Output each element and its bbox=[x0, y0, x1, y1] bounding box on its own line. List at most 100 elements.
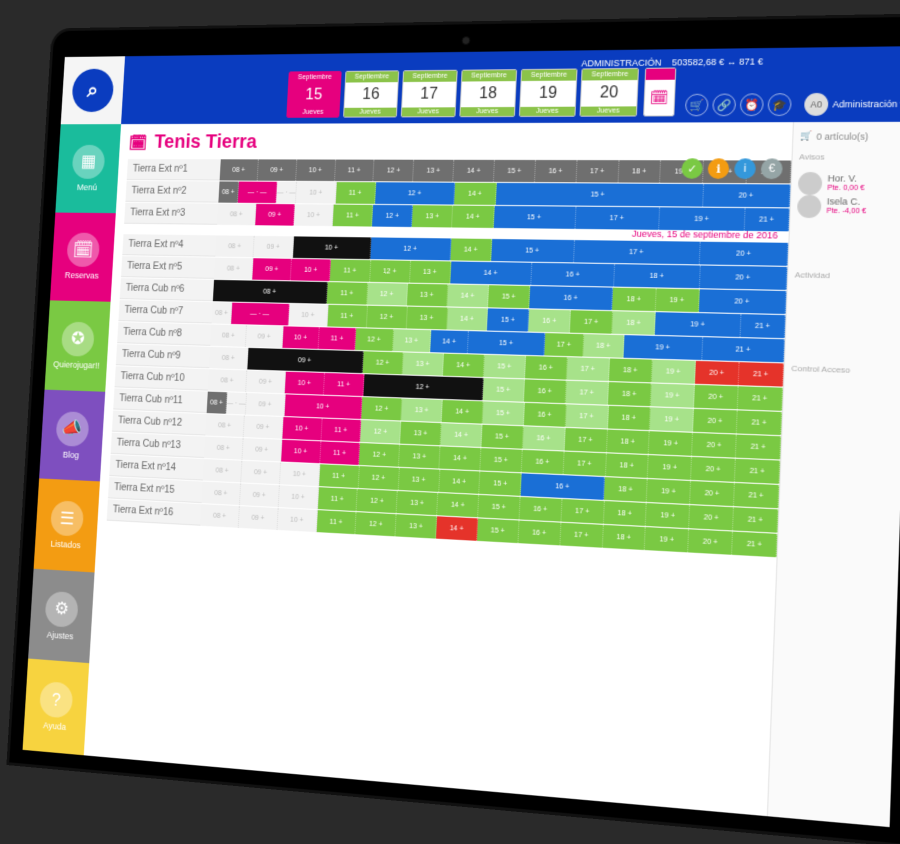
timeslot[interactable]: 21 + bbox=[736, 435, 781, 460]
timeslot[interactable]: 08 + bbox=[200, 504, 239, 528]
topbar-icon-0[interactable]: 🛒 bbox=[685, 94, 709, 117]
timeslot[interactable]: 14 + bbox=[442, 400, 484, 424]
timeslot[interactable]: 15 + bbox=[494, 160, 536, 182]
timeslot[interactable]: 10 + bbox=[281, 440, 321, 464]
timeslot[interactable]: 15 + bbox=[478, 495, 520, 520]
timeslot[interactable]: 14 + bbox=[440, 446, 482, 470]
timeslot[interactable]: 10 + bbox=[285, 372, 325, 395]
timeslot[interactable]: 12 + bbox=[357, 489, 398, 513]
timeslot[interactable]: 13 + bbox=[398, 468, 440, 492]
timeslot[interactable]: 21 + bbox=[733, 507, 778, 533]
timeslot[interactable]: 12 + bbox=[370, 237, 451, 260]
timeslot[interactable]: 10 + bbox=[294, 204, 334, 226]
timeslot[interactable]: 21 + bbox=[735, 459, 780, 484]
timeslot[interactable]: 08 + bbox=[210, 324, 247, 346]
timeslot[interactable]: 20 + bbox=[693, 409, 738, 434]
ruler-action-0[interactable]: ✓ bbox=[681, 158, 703, 179]
timeslot[interactable]: 12 + bbox=[370, 260, 411, 283]
timeslot[interactable]: 18 + bbox=[604, 477, 648, 502]
timeslot[interactable]: 21 + bbox=[734, 483, 779, 508]
timeslot[interactable]: 12 + bbox=[355, 328, 393, 351]
timeslot[interactable]: 14 + bbox=[447, 284, 489, 307]
timeslot[interactable]: 18 + bbox=[612, 288, 656, 311]
timeslot[interactable]: 19 + bbox=[655, 312, 742, 337]
timeslot[interactable]: 20 + bbox=[689, 529, 734, 555]
timeslot[interactable]: 08 + bbox=[205, 414, 244, 437]
timeslot[interactable]: 12 + bbox=[362, 397, 403, 420]
day-card-18[interactable]: Septiembre 18 Jueves bbox=[459, 69, 517, 117]
timeslot[interactable]: 11 + bbox=[324, 373, 365, 396]
timeslot[interactable]: — · — bbox=[226, 392, 247, 414]
timeslot[interactable]: 14 + bbox=[453, 160, 495, 182]
timeslot[interactable]: 12 + bbox=[363, 374, 483, 400]
timeslot[interactable]: 17 + bbox=[560, 523, 603, 548]
timeslot[interactable]: 20 + bbox=[692, 433, 737, 458]
timeslot[interactable]: 08 + bbox=[204, 436, 243, 459]
timeslot[interactable]: 12 + bbox=[367, 306, 408, 329]
day-card-16[interactable]: Septiembre 16 Jueves bbox=[343, 70, 399, 117]
timeslot[interactable]: 09 + bbox=[244, 415, 284, 438]
timeslot[interactable]: 15 + bbox=[483, 378, 525, 402]
timeslot[interactable]: 19 + bbox=[655, 288, 699, 312]
timeslot[interactable]: 17 + bbox=[544, 333, 584, 357]
timeslot[interactable]: 20 + bbox=[699, 289, 787, 314]
timeslot[interactable]: 17 + bbox=[576, 160, 619, 182]
timeslot[interactable]: 14 + bbox=[441, 423, 483, 447]
ruler-action-3[interactable]: € bbox=[761, 158, 783, 179]
timeslot[interactable]: 20 + bbox=[691, 457, 736, 482]
timeslot[interactable]: 11 + bbox=[317, 487, 358, 511]
timeslot[interactable]: — · — bbox=[276, 182, 297, 204]
timeslot[interactable]: 12 + bbox=[372, 205, 413, 227]
timeslot[interactable]: 18 + bbox=[607, 430, 651, 455]
timeslot[interactable]: 19 + bbox=[649, 431, 693, 456]
timeslot[interactable]: 10 + bbox=[296, 182, 336, 204]
timeslot[interactable]: 13 + bbox=[401, 398, 442, 422]
timeslot[interactable]: 12 + bbox=[360, 420, 401, 444]
timeslot[interactable]: 17 + bbox=[561, 499, 604, 524]
timeslot[interactable]: 19 + bbox=[623, 335, 703, 360]
timeslot[interactable]: 12 + bbox=[374, 160, 415, 182]
timeslot[interactable]: 19 + bbox=[645, 527, 689, 552]
timeslot[interactable]: 08 + bbox=[214, 258, 253, 280]
timeslot[interactable]: 15 + bbox=[483, 401, 525, 425]
ruler-action-1[interactable]: ℹ bbox=[707, 158, 729, 179]
search-icon[interactable]: ⌕ bbox=[71, 69, 114, 112]
timeslot[interactable]: 14 + bbox=[443, 354, 485, 377]
timeslot[interactable]: 21 + bbox=[745, 208, 790, 231]
timeslot[interactable]: 10 + bbox=[288, 304, 328, 327]
timeslot[interactable]: 19 + bbox=[647, 479, 691, 504]
day-card-20[interactable]: Septiembre 20 Jueves bbox=[579, 68, 639, 117]
timeslot[interactable]: 15 + bbox=[491, 239, 574, 262]
timeslot[interactable]: 15 + bbox=[484, 355, 526, 379]
timeslot[interactable]: 09 + bbox=[246, 393, 286, 416]
timeslot[interactable]: 16 + bbox=[519, 497, 562, 522]
timeslot[interactable]: 15 + bbox=[488, 285, 530, 308]
timeslot[interactable]: 18 + bbox=[612, 311, 656, 335]
timeslot[interactable]: 13 + bbox=[406, 307, 447, 330]
timeslot[interactable]: 08 + bbox=[203, 459, 242, 482]
timeslot[interactable]: 13 + bbox=[399, 445, 440, 469]
timeslot[interactable]: 18 + bbox=[584, 334, 625, 358]
timeslot[interactable]: 13 + bbox=[396, 514, 437, 538]
timeslot[interactable]: 14 + bbox=[430, 330, 469, 353]
timeslot[interactable]: 20 + bbox=[700, 242, 788, 266]
timeslot[interactable]: 15 + bbox=[495, 183, 703, 207]
timeslot[interactable]: 13 + bbox=[410, 261, 452, 284]
timeslot[interactable]: 13 + bbox=[397, 491, 438, 515]
timeslot[interactable]: 09 + bbox=[252, 258, 292, 280]
timeslot[interactable]: 16 + bbox=[535, 160, 577, 182]
timeslot[interactable]: 15 + bbox=[480, 448, 522, 472]
timeslot[interactable]: 08 + bbox=[218, 181, 239, 202]
timeslot[interactable]: 14 + bbox=[450, 238, 492, 261]
timeslot[interactable]: — · — bbox=[238, 182, 278, 204]
timeslot[interactable]: 09 + bbox=[241, 461, 281, 485]
timeslot[interactable]: 13 + bbox=[393, 329, 432, 352]
timeslot[interactable]: 11 + bbox=[316, 510, 357, 534]
timeslot[interactable]: 18 + bbox=[618, 160, 661, 183]
timeslot[interactable]: 19 + bbox=[651, 383, 695, 407]
timeslot[interactable]: 15 + bbox=[487, 308, 529, 331]
timeslot[interactable]: 10 + bbox=[296, 159, 336, 181]
timeslot[interactable]: 20 + bbox=[703, 184, 791, 207]
timeslot[interactable]: 17 + bbox=[564, 428, 607, 452]
timeslot[interactable]: 15 + bbox=[481, 425, 523, 449]
